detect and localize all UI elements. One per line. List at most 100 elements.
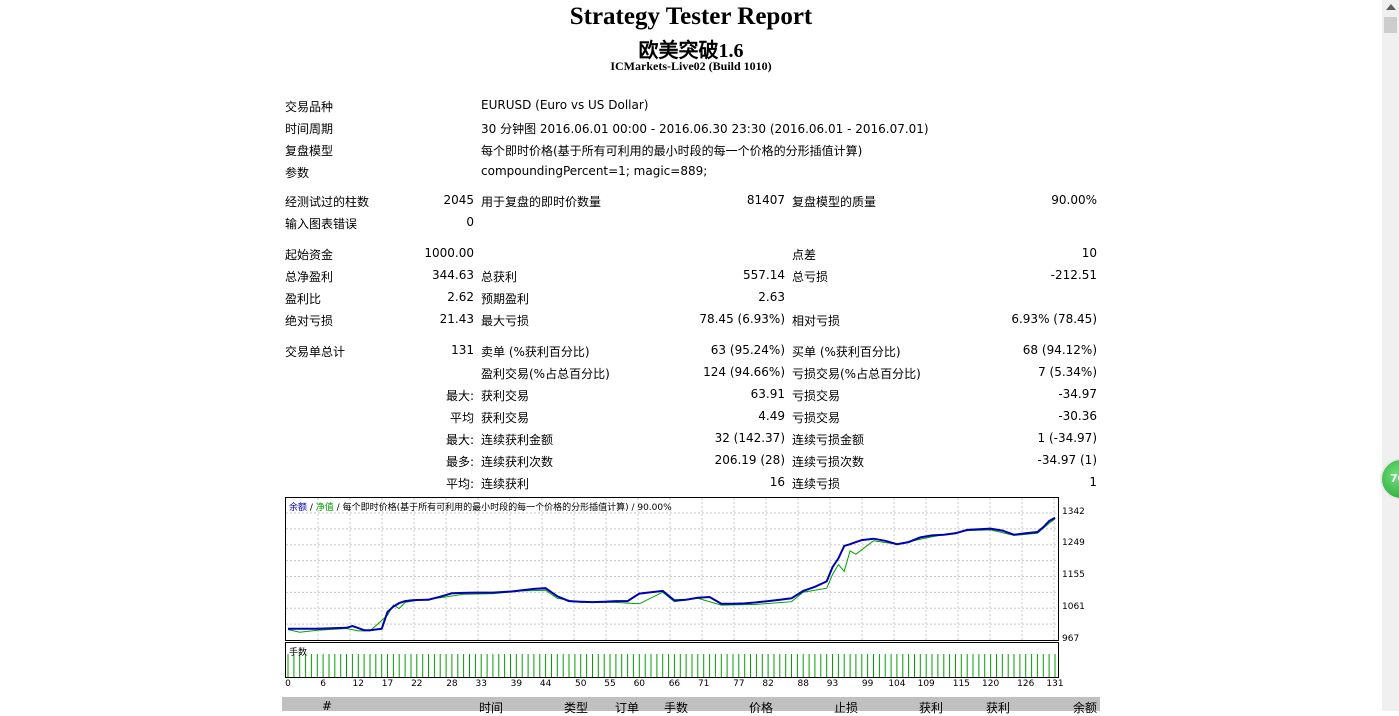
profit-factor-value: 2.62 [447,290,474,304]
legend-model: 每个即时价格(基于所有可利用的最小时段的每一个价格的分形插值计算) / 90.0… [342,503,672,513]
spread-value: 10 [1081,246,1097,260]
bars-value: 2045 [443,193,474,207]
x-tick-label: 99 [861,679,874,689]
cons-loss-cnt-value: -34.97 (1) [1037,453,1098,467]
x-tick-label: 82 [762,679,774,689]
col-price: 价格 [748,701,773,715]
x-tick-label: 131 [1046,679,1064,689]
legend-sep: / [333,503,343,513]
avg-cons-win-value: 16 [769,475,785,489]
errors-value: 0 [466,215,474,229]
y-tick-label: 1249 [1062,538,1085,549]
avg-win-label: 获利交易 [481,411,530,425]
win-trades-value: 124 (94.66%) [703,365,785,379]
gross-profit-label: 总获利 [481,270,518,284]
x-tick-label: 22 [411,679,423,689]
rel-dd-value: 6.93% (78.45) [1011,312,1097,326]
col-tp: 获利 [918,701,943,715]
balance-line [288,516,1056,632]
col-type: 类型 [563,701,588,715]
avg2-prefix: 平均: [445,477,474,491]
legend-sep: / [307,503,316,513]
x-tick-label: 66 [668,679,681,689]
cons-loss-amt-value: 1 (-34.97) [1037,431,1098,445]
deposit-label: 起始资金 [285,248,334,262]
avg-cons-loss-label: 连续亏损 [792,477,841,491]
cons-loss-cnt-label: 连续亏损次数 [792,455,865,469]
server-build: ICMarkets-Live02 (Build 1010) [610,59,772,73]
avg-loss-label: 亏损交易 [792,411,841,425]
cons-win-cnt-value: 206.19 (28) [714,453,785,467]
x-tick-label: 28 [446,679,458,689]
y-tick-label: 1342 [1062,507,1085,517]
errors-label: 输入图表错误 [285,217,358,231]
ticks-label: 用于复盘的即时价数量 [481,195,602,209]
avg-loss-value: -30.36 [1058,409,1097,423]
x-tick-label: 44 [539,679,552,689]
max-loss-label: 亏损交易 [792,389,841,403]
x-tick-label: 104 [888,679,906,689]
cons-win-cnt-label: 连续获利次数 [481,455,554,469]
cons-loss-amt-label: 连续亏损金额 [792,433,865,447]
model-value: 每个即时价格(基于所有可利用的最小时段的每一个价格的分形插值计算) [481,144,863,158]
total-trades-label: 交易单总计 [285,345,346,359]
gross-loss-label: 总亏损 [792,270,829,284]
x-tick-label: 77 [733,679,745,689]
balance-chart: 余额 / 净值 / 每个即时价格(基于所有可利用的最小时段的每一个价格的分形插值… [285,497,1059,641]
payoff-value: 2.63 [758,290,785,304]
period-value: 30 分钟图 2016.06.01 00:00 - 2016.06.30 23:… [481,122,929,136]
avg-cons-win-label: 连续获利 [481,477,530,491]
max-dd-label: 最大亏损 [481,314,530,328]
profit-factor-label: 盈利比 [285,292,322,306]
x-tick-label: 50 [575,679,587,689]
volume-label: 手数 [289,648,308,658]
chart-legend: 余额 / 净值 / 每个即时价格(基于所有可利用的最小时段的每一个价格的分形插值… [289,500,672,513]
x-tick-label: 0 [285,679,291,689]
col-profit: 获利 [985,701,1010,715]
col-lots: 手数 [663,701,688,715]
legend-equity: 净值 [315,503,334,513]
x-tick-label: 115 [952,679,970,689]
gross-profit-value: 557.14 [743,268,785,282]
deposit-value: 1000.00 [424,246,474,260]
max-win-label: 获利交易 [481,389,530,403]
loss-trades-value: 7 (5.34%) [1038,365,1097,379]
short-label: 卖单 (%获利百分比) [481,345,590,359]
max-loss-value: -34.97 [1058,387,1097,401]
x-tick-label: 60 [633,679,646,689]
x-tick-label: 109 [917,679,935,689]
x-tick-label: 33 [475,679,487,689]
x-tick-label: 88 [797,679,809,689]
avg-win-value: 4.49 [758,409,785,423]
period-label: 时间周期 [285,122,334,136]
short-value: 63 (95.24%) [710,343,785,357]
volume-chart-svg [287,654,1056,677]
trade-table-header [282,697,1100,711]
net-profit-value: 344.63 [432,268,474,282]
max2-prefix: 最大: [445,433,474,447]
avg-prefix: 平均 [449,411,474,425]
long-value: 68 (94.12%) [1022,343,1097,357]
col-balance: 余额 [1072,701,1097,715]
x-tick-label: 12 [352,679,364,689]
x-tick-label: 6 [320,679,326,689]
x-tick-label: 120 [982,679,1000,689]
col-time: 时间 [478,701,503,715]
max-prefix: 最大: [445,389,474,403]
scroll-thumb[interactable] [1384,17,1397,33]
spread-label: 点差 [792,248,817,262]
most-prefix: 最多: [445,455,474,469]
x-tick-label: 39 [510,679,523,689]
vertical-scrollbar[interactable] [1382,0,1399,711]
y-tick-label: 1155 [1062,570,1085,581]
balance-chart-svg [286,498,1058,640]
legend-balance: 余额 [289,503,308,513]
col-sl: 止损 [833,701,858,715]
equity-line [287,518,1056,633]
symbol-value: EURUSD (Euro vs US Dollar) [481,98,649,112]
cons-win-amt-label: 连续获利金额 [481,433,554,447]
x-tick-label: 93 [826,679,839,689]
x-tick-label: 55 [604,679,616,689]
x-tick-label: 17 [381,679,394,689]
scroll-up-arrow-icon[interactable] [1386,4,1396,10]
